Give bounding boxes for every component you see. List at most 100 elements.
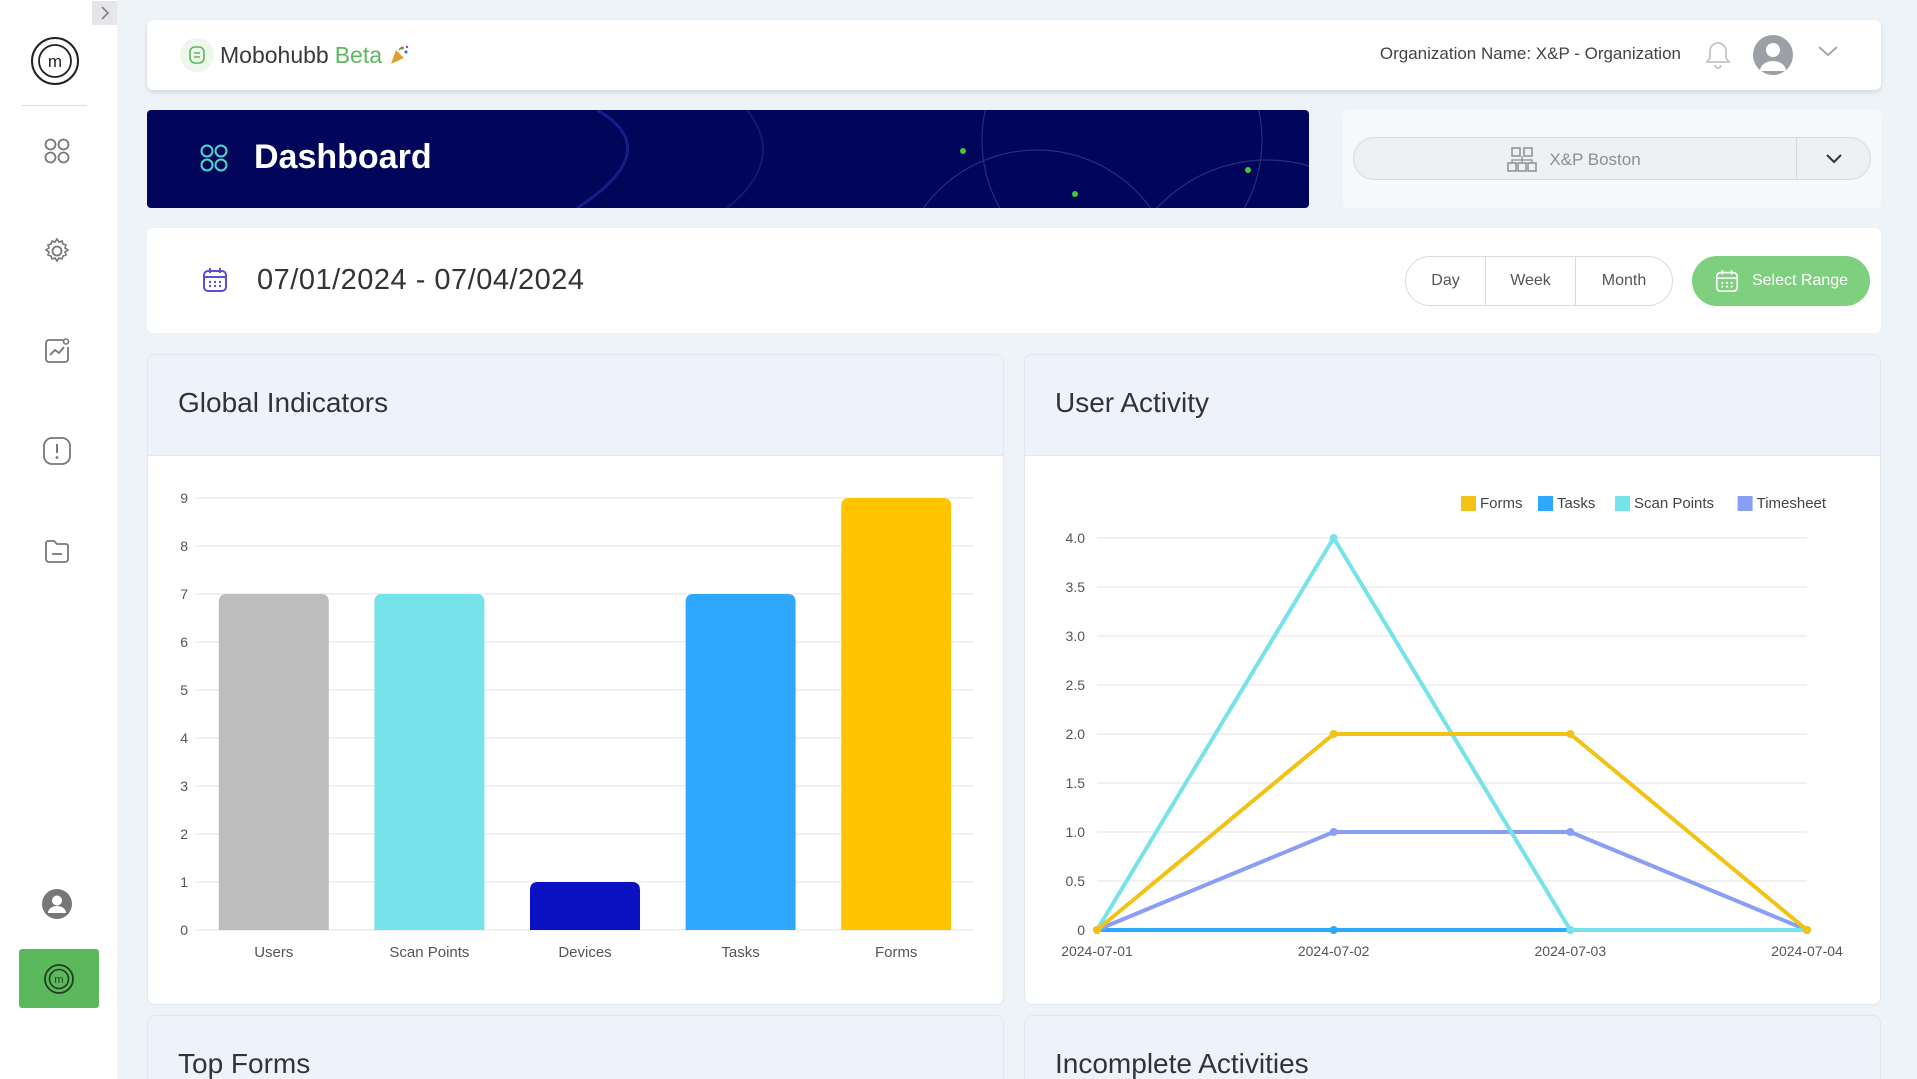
brand-logo-icon — [180, 38, 214, 72]
notifications-button[interactable] — [1705, 40, 1731, 75]
series-line-timesheet — [1096, 830, 1808, 932]
sidebar-divider — [22, 105, 87, 106]
location-card: X&P Boston — [1343, 110, 1881, 208]
dashboard-icon — [199, 143, 229, 178]
y-tick-label: 3.5 — [1066, 579, 1086, 595]
y-tick-label: 4.0 — [1066, 530, 1086, 546]
data-point-tasks — [1329, 926, 1338, 934]
data-point-forms — [1566, 730, 1575, 738]
x-tick-label: Tasks — [721, 944, 759, 961]
y-tick-label: 2.0 — [1066, 726, 1086, 742]
analytics-icon — [45, 338, 70, 363]
organization-name: Organization Name: X&P - Organization — [1379, 44, 1681, 63]
sidebar-item-mobohubb[interactable]: m — [19, 949, 99, 1008]
global-indicators-title: Global Indicators — [178, 387, 389, 418]
period-month-button[interactable]: Month — [1601, 272, 1647, 289]
y-tick-label: 6 — [180, 634, 188, 650]
y-tick-label: 2.5 — [1066, 677, 1086, 693]
user-icon — [42, 889, 72, 919]
sidebar-item-settings[interactable] — [40, 234, 74, 268]
top-forms-card: Top Forms — [147, 1015, 1004, 1079]
data-point-forms — [1093, 926, 1101, 934]
date-range-bar: 07/01/2024 - 07/04/2024 Day Week Month S… — [147, 228, 1881, 333]
y-tick-label: 5 — [180, 682, 188, 698]
data-point-timesheet — [1329, 828, 1338, 836]
y-tick-label: 0 — [1077, 922, 1085, 938]
bar-users — [218, 594, 329, 930]
select-range-button[interactable]: Select Range — [1692, 256, 1870, 306]
x-tick-label: 2024-07-04 — [1771, 943, 1843, 959]
y-tick-label: 8 — [180, 538, 188, 554]
mobohubb-logo[interactable]: m — [30, 36, 80, 86]
page-title: Dashboard — [254, 138, 432, 176]
chevron-down-icon — [1818, 46, 1838, 57]
dashboard-banner: Dashboard — [147, 110, 1309, 208]
beta-label: Beta — [334, 41, 383, 68]
location-dropdown-button[interactable] — [1796, 138, 1872, 179]
data-point-timesheet — [1566, 828, 1575, 836]
location-select[interactable]: X&P Boston — [1353, 137, 1871, 180]
bell-icon — [1705, 42, 1731, 69]
folder-icon — [45, 540, 69, 563]
user-activity-title: User Activity — [1055, 387, 1210, 418]
brand[interactable]: Mobohubb Beta — [180, 38, 410, 72]
sidebar-item-files[interactable] — [40, 534, 74, 568]
x-tick-label: Users — [254, 944, 293, 961]
y-tick-label: 3 — [180, 778, 188, 794]
y-tick-label: 1.5 — [1066, 775, 1086, 791]
legend-swatch-tasks — [1538, 496, 1553, 511]
sidebar: m — [0, 0, 117, 1079]
legend-label-timesheet: Timesheet — [1757, 495, 1827, 512]
bar-forms — [841, 498, 952, 930]
x-tick-label: 2024-07-01 — [1061, 943, 1133, 959]
location-label: X&P Boston — [1549, 149, 1641, 169]
sidebar-toggle-button[interactable] — [92, 1, 117, 25]
data-point-scan-points — [1566, 926, 1575, 934]
y-tick-label: 1.0 — [1066, 824, 1086, 840]
dashboard-icon — [44, 138, 70, 164]
legend-swatch-scan-points — [1615, 496, 1630, 511]
user-avatar[interactable] — [1753, 35, 1793, 75]
top-bar: Mobohubb Beta Organization Name: X&P - O… — [147, 20, 1881, 90]
bar-scan-points — [374, 594, 485, 930]
sidebar-item-analytics[interactable] — [40, 334, 74, 368]
party-popper-icon — [391, 45, 409, 64]
legend-label-forms: Forms — [1480, 495, 1523, 512]
location-value: X&P Boston — [1354, 138, 1794, 181]
user-activity-chart-area: 0 0.5 1.0 1.5 2.0 2.5 3.0 3.5 4.0 2024-07-01 2024-… — [1025, 455, 1880, 1004]
sidebar-item-profile[interactable] — [40, 887, 74, 921]
bar-devices — [530, 882, 640, 930]
period-toggle: Day Week Month — [1405, 256, 1673, 306]
y-tick-label: 3.0 — [1066, 628, 1086, 644]
legend-label-tasks: Tasks — [1557, 495, 1595, 512]
y-tick-label: 9 — [180, 490, 188, 506]
top-forms-title: Top Forms — [178, 1048, 311, 1079]
mobohubb-icon: m — [44, 963, 74, 994]
svg-text:m: m — [48, 52, 62, 71]
global-indicators-chart: 0 1 2 3 4 5 6 7 8 9 Users Scan Points Devices Tasks Fo… — [180, 490, 974, 961]
y-tick-label: 4 — [180, 730, 188, 746]
x-tick-label: Devices — [558, 944, 611, 961]
user-activity-chart: 0 0.5 1.0 1.5 2.0 2.5 3.0 3.5 4.0 2024-07-01 2024-… — [1061, 495, 1843, 959]
calendar-icon — [201, 266, 229, 299]
sidebar-item-dashboard[interactable] — [40, 134, 74, 168]
x-tick-label: Scan Points — [389, 944, 469, 961]
avatar-icon — [1760, 43, 1786, 71]
global-indicators-chart-area: 0 1 2 3 4 5 6 7 8 9 Users Scan Points Devices Tasks Fo… — [148, 455, 1003, 1004]
date-range-text: 07/01/2024 - 07/04/2024 — [257, 264, 585, 296]
period-week-button[interactable]: Week — [1486, 257, 1576, 305]
y-tick-label: 1 — [180, 874, 188, 890]
account-menu-toggle[interactable] — [1817, 44, 1839, 63]
location-divider — [1796, 138, 1797, 179]
period-day-button[interactable]: Day — [1406, 257, 1486, 305]
chevron-down-icon — [1826, 153, 1842, 163]
global-indicators-card: Global Indicators 0 1 2 3 4 5 6 7 8 9 Users Scan Po… — [147, 354, 1004, 1005]
select-range-label: Select Range — [1751, 272, 1849, 289]
data-point-forms — [1329, 730, 1338, 738]
chevron-right-icon — [100, 6, 109, 20]
y-tick-label: 2 — [180, 826, 188, 842]
data-point-scan-points — [1329, 534, 1338, 542]
x-tick-label: 2024-07-03 — [1535, 943, 1607, 959]
x-tick-label: 2024-07-02 — [1298, 943, 1370, 959]
sidebar-item-alerts[interactable] — [40, 434, 74, 468]
